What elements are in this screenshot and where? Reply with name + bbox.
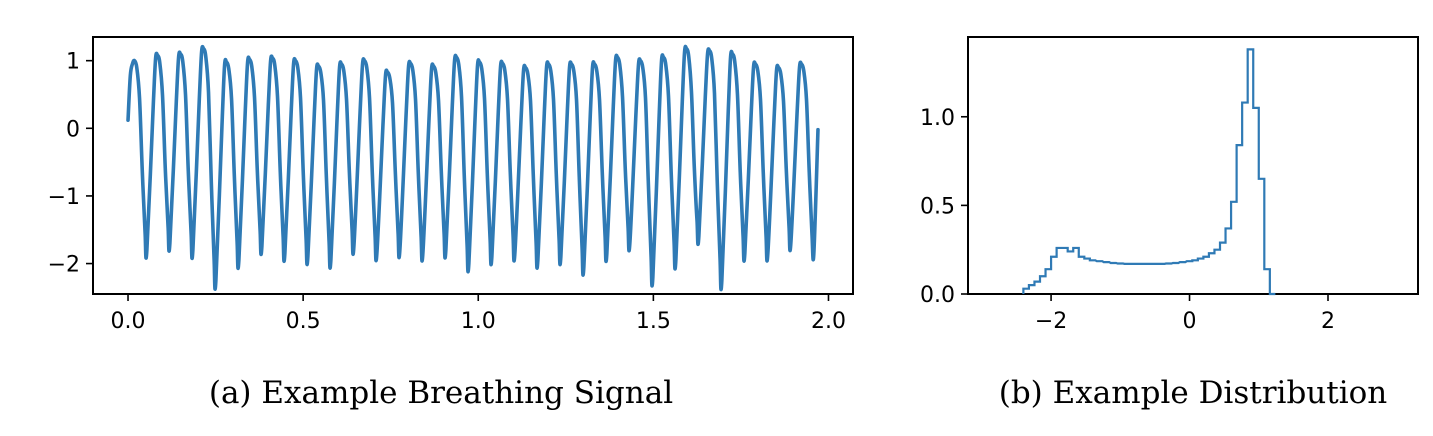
a-xtick-label: 0.0 [111,309,146,334]
b-xtick-label: 0 [1183,309,1197,334]
a-xtick-label: 1.0 [461,309,496,334]
a-ytick-label: −2 [48,253,80,278]
a-ytick-label: 1 [66,50,80,75]
b-ytick-label: 0.5 [920,194,955,219]
plot-frame-a [92,36,854,295]
caption-a: (a) Example Breathing Signal [209,375,673,411]
b-xtick-label: −2 [1035,309,1067,334]
y-axis-ticks-b: 0.0 0.5 1.0 [920,106,968,308]
x-axis-ticks-a: 0.0 0.5 1.0 1.5 2.0 [111,294,846,334]
a-xtick-label: 2.0 [811,309,846,334]
plot-frame-b [967,36,1419,295]
distribution-chart: −2 0 2 0.0 0.5 1.0 [920,36,1419,334]
a-xtick-label: 0.5 [286,309,321,334]
breathing-signal-line [126,44,820,292]
y-axis-ticks-a: −2 −1 0 1 [48,50,93,278]
b-xtick-label: 2 [1321,309,1335,334]
a-ytick-label: −1 [48,185,80,210]
b-ytick-label: 1.0 [920,106,955,131]
breathing-signal-chart: 0.0 0.5 1.0 1.5 2.0 −2 −1 0 1 [48,36,854,334]
caption-b: (b) Example Distribution [999,375,1388,411]
x-axis-ticks-b: −2 0 2 [1035,294,1335,334]
a-ytick-label: 0 [66,117,80,142]
a-xtick-label: 1.5 [636,309,671,334]
distribution-histogram [1022,48,1276,296]
b-ytick-label: 0.0 [920,283,955,308]
